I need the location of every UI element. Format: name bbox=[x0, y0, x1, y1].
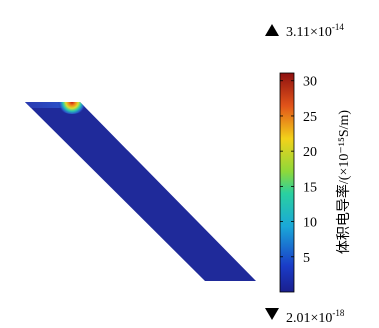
max-triangle-icon bbox=[265, 24, 279, 36]
colorbar-label: 体积电导率/(×10⁻¹⁵S/m) bbox=[335, 110, 352, 254]
colorbar-ticks: 5 10 15 20 25 30 bbox=[280, 75, 317, 266]
colorbar-tick-label: 20 bbox=[303, 145, 317, 160]
min-marker-label: 2.01×10-18 bbox=[286, 308, 345, 326]
domain-shape bbox=[25, 102, 256, 281]
min-triangle-icon bbox=[265, 308, 279, 320]
colorbar bbox=[279, 72, 295, 293]
hotspot bbox=[56, 102, 88, 114]
colorbar-tick-label: 5 bbox=[303, 251, 310, 266]
max-marker-label: 3.11×10-14 bbox=[286, 22, 344, 40]
colorbar-tick-label: 15 bbox=[303, 180, 317, 195]
upper-edge-band bbox=[25, 102, 85, 108]
colorbar-tick-label: 25 bbox=[303, 110, 317, 125]
colorbar-tick-label: 10 bbox=[303, 216, 317, 231]
colorbar-tick-label: 30 bbox=[303, 75, 317, 90]
